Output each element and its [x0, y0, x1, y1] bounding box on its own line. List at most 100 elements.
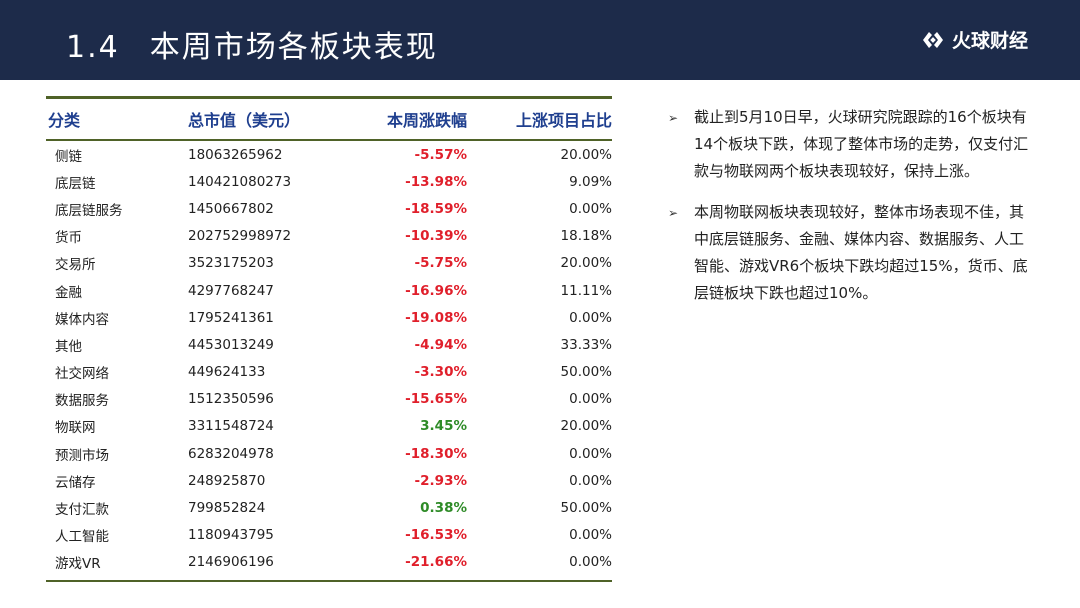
market-cap-cell: 799852824 [188, 500, 266, 517]
note-text: 截止到5月10日早，火球研究院跟踪的16个板块有14个板块下跌，体现了整体市场的… [694, 108, 1029, 180]
category-cell: 支付汇款 [55, 502, 109, 519]
notes-panel: ➢ 截止到5月10日早，火球研究院跟踪的16个板块有14个板块下跌，体现了整体市… [668, 104, 1038, 321]
column-header-market-cap: 总市值（美元） [188, 99, 338, 141]
up-ratio-cell: 0.00% [569, 200, 612, 217]
table-row: 侧链 18063265962 -5.57% 20.00% [46, 140, 612, 168]
arrow-bullet-icon: ➢ [668, 206, 679, 220]
market-cap-cell: 4297768247 [188, 282, 274, 299]
brand-logo: 火球财经 [920, 26, 1028, 53]
category-cell: 人工智能 [55, 529, 109, 546]
market-cap-cell: 4453013249 [188, 336, 274, 353]
header-bar: 1.4 本周市场各板块表现 火球财经 [0, 0, 1080, 80]
market-cap-cell: 1512350596 [188, 391, 274, 408]
up-ratio-cell: 20.00% [560, 418, 612, 435]
up-ratio-cell: 33.33% [560, 336, 612, 353]
up-ratio-cell: 0.00% [569, 554, 612, 571]
market-cap-cell: 18063265962 [188, 146, 283, 163]
market-cap-cell: 449624133 [188, 364, 266, 381]
category-cell: 货币 [55, 230, 82, 247]
table-row: 底层链 140421080273 -13.98% 9.09% [46, 168, 612, 195]
section-title: 本周市场各板块表现 [149, 30, 438, 65]
up-ratio-cell: 20.00% [560, 255, 612, 272]
weekly-change-cell: -5.75% [414, 255, 467, 272]
category-cell: 金融 [55, 284, 82, 301]
column-header-category: 分类 [46, 99, 188, 141]
table-row: 支付汇款 799852824 0.38% 50.00% [46, 494, 612, 521]
sector-table: 分类 总市值（美元） 本周涨跌幅 上涨项目占比 侧链 18063265962 -5.… [46, 96, 612, 582]
table-row: 数据服务 1512350596 -15.65% 0.00% [46, 386, 612, 413]
category-cell: 侧链 [55, 148, 82, 165]
category-cell: 底层链 [55, 175, 96, 192]
market-cap-cell: 1450667802 [188, 200, 274, 217]
weekly-change-cell: -16.96% [405, 282, 467, 299]
weekly-change-cell: -3.30% [414, 364, 467, 381]
table-top-rule [46, 96, 612, 99]
weekly-change-cell: -4.94% [414, 336, 467, 353]
note-item: ➢ 截止到5月10日早，火球研究院跟踪的16个板块有14个板块下跌，体现了整体市… [668, 104, 1038, 185]
column-header-up-ratio: 上涨项目占比 [467, 99, 612, 141]
category-cell: 数据服务 [55, 393, 109, 410]
weekly-change-cell: 3.45% [420, 418, 467, 435]
up-ratio-cell: 9.09% [569, 173, 612, 190]
table-row: 交易所 3523175203 -5.75% 20.00% [46, 250, 612, 277]
table-bottom-rule [46, 580, 612, 582]
table-body: 侧链 18063265962 -5.57% 20.00% 底层链 140421080273… [46, 140, 612, 576]
weekly-change-cell: -18.30% [405, 445, 467, 462]
table-row: 游戏VR 2146906196 -21.66% 0.00% [46, 549, 612, 576]
market-cap-cell: 248925870 [188, 472, 266, 489]
arrow-bullet-icon: ➢ [668, 111, 679, 125]
table-header-row: 分类 总市值（美元） 本周涨跌幅 上涨项目占比 [46, 99, 612, 141]
up-ratio-cell: 20.00% [560, 146, 612, 163]
table-row: 云储存 248925870 -2.93% 0.00% [46, 467, 612, 494]
category-cell: 物联网 [55, 420, 96, 437]
table-row: 社交网络 449624133 -3.30% 50.00% [46, 359, 612, 386]
weekly-change-cell: -15.65% [405, 391, 467, 408]
market-cap-cell: 140421080273 [188, 173, 292, 190]
category-cell: 媒体内容 [55, 311, 109, 328]
table-row: 底层链服务 1450667802 -18.59% 0.00% [46, 195, 612, 222]
up-ratio-cell: 0.00% [569, 472, 612, 489]
up-ratio-cell: 0.00% [569, 445, 612, 462]
category-cell: 社交网络 [55, 366, 109, 383]
up-ratio-cell: 0.00% [569, 391, 612, 408]
logo-text: 火球财经 [951, 30, 1028, 52]
up-ratio-cell: 0.00% [569, 309, 612, 326]
market-cap-cell: 2146906196 [188, 554, 274, 571]
category-cell: 其他 [55, 338, 82, 355]
page-title: 1.4 本周市场各板块表现 [66, 22, 438, 66]
category-cell: 预测市场 [55, 447, 109, 464]
up-ratio-cell: 0.00% [569, 527, 612, 544]
category-cell: 游戏VR [55, 556, 101, 573]
up-ratio-cell: 50.00% [560, 364, 612, 381]
section-number: 1.4 [66, 30, 120, 65]
weekly-change-cell: -16.53% [405, 527, 467, 544]
up-ratio-cell: 11.11% [560, 282, 612, 299]
weekly-change-cell: -19.08% [405, 309, 467, 326]
category-cell: 交易所 [55, 257, 96, 274]
weekly-change-cell: -5.57% [414, 146, 467, 163]
market-cap-cell: 1180943795 [188, 527, 274, 544]
table-row: 货币 202752998972 -10.39% 18.18% [46, 223, 612, 250]
market-cap-cell: 6283204978 [188, 445, 274, 462]
note-text: 本周物联网板块表现较好，整体市场表现不佳，其中底层链服务、金融、媒体内容、数据服… [694, 203, 1028, 302]
market-cap-cell: 1795241361 [188, 309, 274, 326]
weekly-change-cell: -2.93% [414, 472, 467, 489]
category-cell: 云储存 [55, 474, 96, 491]
weekly-change-cell: -10.39% [405, 228, 467, 245]
up-ratio-cell: 50.00% [560, 500, 612, 517]
weekly-change-cell: -13.98% [405, 173, 467, 190]
logo-icon [922, 31, 943, 48]
table-row: 媒体内容 1795241361 -19.08% 0.00% [46, 304, 612, 331]
column-header-weekly-change: 本周涨跌幅 [338, 99, 467, 141]
weekly-change-cell: -18.59% [405, 200, 467, 217]
market-cap-cell: 3523175203 [188, 255, 274, 272]
table-row: 其他 4453013249 -4.94% 33.33% [46, 331, 612, 358]
table-row: 金融 4297768247 -16.96% 11.11% [46, 277, 612, 304]
weekly-change-cell: 0.38% [420, 500, 467, 517]
weekly-change-cell: -21.66% [405, 554, 467, 571]
category-cell: 底层链服务 [55, 202, 123, 219]
table-row: 预测市场 6283204978 -18.30% 0.00% [46, 440, 612, 467]
up-ratio-cell: 18.18% [560, 228, 612, 245]
market-cap-cell: 3311548724 [188, 418, 274, 435]
note-item: ➢ 本周物联网板块表现较好，整体市场表现不佳，其中底层链服务、金融、媒体内容、数… [668, 199, 1038, 307]
